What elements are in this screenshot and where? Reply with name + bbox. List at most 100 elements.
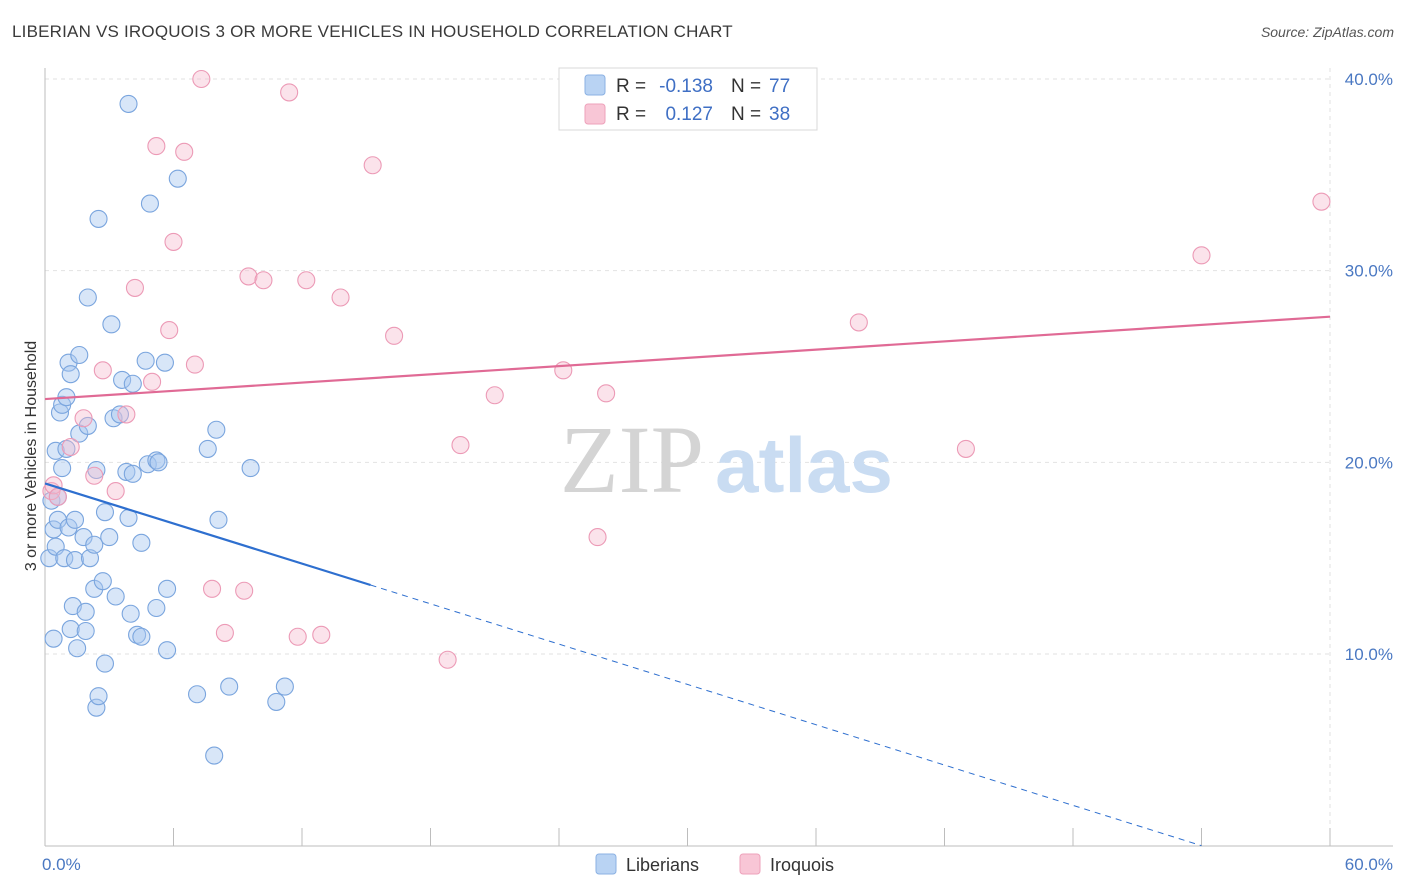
liberians-point: [158, 641, 177, 660]
data-points: [40, 69, 1331, 765]
iroquois-point: [331, 288, 350, 307]
liberians-r-value: -0.138: [659, 76, 713, 97]
y-tick-label: 30.0%: [1345, 262, 1393, 281]
liberians-trend-line: [44, 482, 371, 587]
iroquois-n-label: N =: [731, 104, 761, 125]
iroquois-point: [74, 409, 93, 428]
x-tick-label-start: 0.0%: [42, 855, 81, 874]
legend-liberians-swatch: [595, 853, 617, 875]
y-tick-label: 40.0%: [1345, 70, 1393, 89]
liberians-point: [220, 677, 239, 696]
legend-iroquois-swatch: [739, 853, 761, 875]
iroquois-point: [143, 372, 162, 391]
liberians-point: [100, 528, 119, 547]
liberians-point: [50, 403, 70, 422]
iroquois-point: [597, 384, 616, 403]
x-tick-label-end: 60.0%: [1345, 855, 1393, 874]
liberians-point: [65, 551, 85, 570]
y-axis-label: 3 or more Vehicles in Household: [23, 341, 40, 571]
iroquois-point: [175, 142, 194, 161]
liberians-swatch: [584, 74, 606, 96]
iroquois-point: [185, 355, 204, 374]
liberians-point: [198, 439, 217, 458]
liberians-point: [76, 621, 95, 641]
legend-iroquois-label: Iroquois: [770, 855, 834, 875]
liberians-point: [106, 587, 125, 606]
iroquois-point: [160, 321, 179, 340]
liberians-point: [87, 698, 106, 717]
y-tick-labels: 10.0% 20.0% 30.0% 40.0%: [1345, 70, 1393, 664]
iroquois-point: [117, 405, 136, 424]
iroquois-n-value: 38: [769, 104, 790, 125]
liberians-r-label: R =: [616, 76, 646, 97]
iroquois-point: [1312, 192, 1331, 211]
liberians-point: [267, 692, 286, 711]
iroquois-point: [239, 267, 258, 286]
iroquois-point: [288, 627, 307, 646]
iroquois-point: [203, 579, 222, 598]
iroquois-point: [147, 137, 166, 156]
liberians-point: [70, 345, 89, 365]
iroquois-point: [192, 69, 211, 89]
iroquois-point: [438, 650, 457, 669]
liberians-trend-extension: [370, 584, 1202, 847]
x-tick-labels: 0.0% 60.0%: [42, 855, 1393, 874]
iroquois-point: [61, 437, 80, 457]
liberians-point: [121, 604, 140, 623]
liberians-point: [65, 510, 85, 529]
y-tick-label: 10.0%: [1345, 645, 1393, 664]
liberians-point: [132, 533, 151, 552]
liberians-point: [140, 194, 159, 213]
liberians-point: [158, 579, 177, 598]
liberians-point: [136, 351, 155, 370]
iroquois-point: [254, 271, 273, 290]
iroquois-r-value: 0.127: [665, 104, 713, 125]
liberians-point: [149, 453, 168, 472]
liberians-point: [78, 288, 97, 307]
liberians-point: [95, 654, 115, 673]
iroquois-point: [280, 83, 299, 102]
liberians-point: [275, 677, 294, 696]
liberians-point: [188, 685, 207, 704]
chart-title: LIBERIAN VS IROQUOIS 3 OR MORE VEHICLES …: [12, 22, 733, 41]
liberians-point: [68, 639, 87, 658]
liberians-point: [168, 169, 187, 188]
iroquois-point: [215, 623, 234, 642]
liberians-point: [119, 94, 138, 113]
stats-legend: R = -0.138 N = 77 R = 0.127 N = 38: [558, 67, 818, 131]
iroquois-point: [85, 466, 104, 485]
series-legend: Liberians Iroquois: [595, 853, 834, 875]
liberians-point: [93, 572, 112, 591]
liberians-point: [59, 518, 78, 537]
iroquois-point: [485, 386, 504, 405]
liberians-point: [76, 602, 95, 621]
liberians-point: [132, 627, 151, 646]
iroquois-point: [235, 581, 254, 600]
liberians-point: [205, 746, 224, 765]
liberians-point: [40, 549, 59, 568]
liberians-point: [85, 535, 104, 554]
iroquois-point: [125, 278, 144, 297]
iroquois-point: [588, 528, 607, 547]
liberians-point: [89, 687, 108, 706]
liberians-point: [61, 365, 80, 384]
iroquois-point: [297, 271, 316, 290]
axes: [44, 68, 1393, 847]
iroquois-r-label: R =: [616, 104, 646, 125]
watermark-zip: ZIP: [560, 406, 704, 513]
liberians-point: [61, 620, 80, 639]
iroquois-point: [1192, 246, 1211, 265]
iroquois-point: [385, 326, 404, 345]
iroquois-trend-line: [44, 315, 1331, 401]
iroquois-point: [93, 361, 112, 380]
watermark-atlas: atlas: [715, 421, 893, 509]
liberians-n-label: N =: [731, 76, 761, 97]
liberians-point: [155, 353, 174, 372]
legend-liberians-label: Liberians: [626, 855, 699, 875]
iroquois-point: [164, 232, 183, 251]
iroquois-point: [312, 625, 331, 644]
y-tick-label: 20.0%: [1345, 453, 1393, 472]
iroquois-swatch: [584, 103, 606, 125]
liberians-point: [207, 420, 226, 439]
